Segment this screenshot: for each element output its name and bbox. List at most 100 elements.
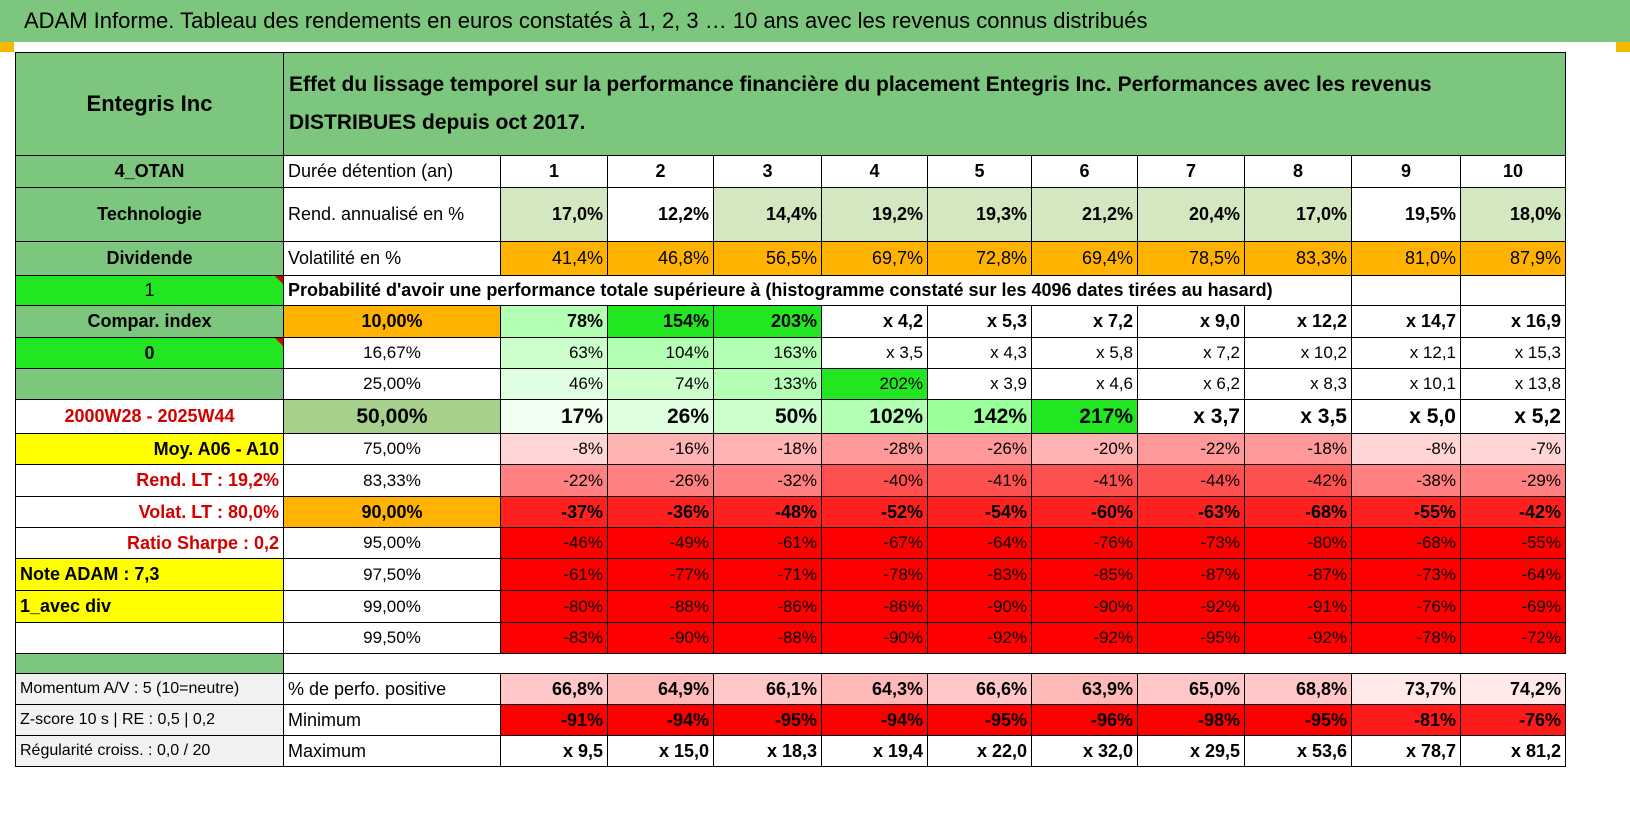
probability-threshold: 97,50% — [283, 558, 501, 591]
probability-cell: -69% — [1460, 590, 1566, 623]
probability-cell: -71% — [713, 558, 822, 591]
side-label — [15, 622, 284, 654]
stats-cell: x 78,7 — [1351, 735, 1461, 767]
probability-cell: -8% — [1351, 433, 1461, 465]
stats-cell: 66,6% — [927, 673, 1032, 705]
table-cell — [1460, 275, 1566, 306]
probability-row: Volat. LT : 80,0% 90,00% -37% -36% -48% -52% -… — [15, 496, 1566, 528]
duration-label: Durée détention (an) — [283, 155, 501, 188]
probability-cell: -73% — [1137, 527, 1245, 559]
performance-table: Entegris Inc Effet du lissage temporel su… — [15, 52, 1566, 767]
return-cell: 17,0% — [1244, 187, 1352, 242]
probability-cell: x 6,2 — [1137, 368, 1245, 400]
volatility-cell: 87,9% — [1460, 241, 1566, 276]
stats-cell: x 81,2 — [1460, 735, 1566, 767]
stats-cell: 63,9% — [1031, 673, 1138, 705]
volatility-cell: 69,4% — [1031, 241, 1138, 276]
probability-cell: -63% — [1137, 496, 1245, 528]
flag-cell: 1 — [15, 275, 284, 306]
probability-cell: x 3,5 — [1244, 399, 1352, 434]
stats-cell: x 19,4 — [821, 735, 928, 767]
stats-cell: 73,7% — [1351, 673, 1461, 705]
probability-cell: -90% — [607, 622, 714, 654]
probability-cell: -78% — [1351, 622, 1461, 654]
probability-cell: -26% — [607, 464, 714, 497]
probability-cell: -91% — [1244, 590, 1352, 623]
probability-cell: x 15,3 — [1460, 337, 1566, 369]
probability-cell: 203% — [713, 305, 822, 338]
probability-cell: -44% — [1137, 464, 1245, 497]
probability-cell: 102% — [821, 399, 928, 434]
probability-cell: -77% — [607, 558, 714, 591]
probability-cell: -90% — [821, 622, 928, 654]
probability-cell: -92% — [1137, 590, 1245, 623]
probability-cell: x 14,7 — [1351, 305, 1461, 338]
probability-cell: x 5,2 — [1460, 399, 1566, 434]
probability-cell: -72% — [1460, 622, 1566, 654]
stats-cell: -95% — [713, 704, 822, 736]
probability-cell: x 16,9 — [1460, 305, 1566, 338]
probability-cell: -22% — [1137, 433, 1245, 465]
probability-cell: -90% — [927, 590, 1032, 623]
side-label: Compar. index — [15, 305, 284, 338]
probability-cell: x 4,3 — [927, 337, 1032, 369]
probability-cell: -88% — [713, 622, 822, 654]
stats-cell: 64,3% — [821, 673, 928, 705]
probability-cell: -92% — [1031, 622, 1138, 654]
stats-cell: x 29,5 — [1137, 735, 1245, 767]
probability-row: Rend. LT : 19,2% 83,33% -22% -26% -32% -40% -4… — [15, 464, 1566, 497]
probability-cell: -7% — [1460, 433, 1566, 465]
probability-cell: -67% — [821, 527, 928, 559]
probability-cell: -42% — [1460, 496, 1566, 528]
stats-cell: 66,8% — [500, 673, 608, 705]
spacer-cell — [15, 653, 284, 674]
duration-cell: 6 — [1031, 155, 1138, 188]
stats-cell: x 32,0 — [1031, 735, 1138, 767]
probability-cell: 63% — [500, 337, 608, 369]
probability-cell: -85% — [1031, 558, 1138, 591]
probability-threshold: 10,00% — [283, 305, 501, 338]
header-description: Effet du lissage temporel sur la perform… — [283, 52, 1566, 156]
probability-cell: x 3,5 — [821, 337, 928, 369]
probability-cell: -92% — [1244, 622, 1352, 654]
probability-cell: x 4,2 — [821, 305, 928, 338]
stats-row: Momentum A/V : 5 (10=neutre)% de perfo. … — [15, 673, 1566, 705]
stats-row: Z-score 10 s | RE : 0,5 | 0,2 Minimum -91%… — [15, 704, 1566, 736]
probability-row: 25,00% 46% 74% 133% 202% x 3,9 x 4,6 x 6,2 x 8,3… — [15, 368, 1566, 400]
probability-cell: -20% — [1031, 433, 1138, 465]
probability-cell: -86% — [821, 590, 928, 623]
return-label: Rend. annualisé en % — [283, 187, 501, 242]
probability-cell: -8% — [500, 433, 608, 465]
probability-cell: 46% — [500, 368, 608, 400]
probability-threshold: 90,00% — [283, 496, 501, 528]
probability-cell: -76% — [1351, 590, 1461, 623]
probability-cell: x 5,3 — [927, 305, 1032, 338]
probability-cell: -86% — [713, 590, 822, 623]
probability-cell: 202% — [821, 368, 928, 400]
header-row: Entegris Inc Effet du lissage temporel su… — [15, 52, 1566, 156]
table-cell — [1351, 275, 1461, 306]
probability-cell: x 5,8 — [1031, 337, 1138, 369]
probability-cell: -87% — [1244, 558, 1352, 591]
probability-row: Note ADAM : 7,3 97,50% -61% -77% -71% -78% -83… — [15, 558, 1566, 591]
probability-cell: -76% — [1031, 527, 1138, 559]
stats-cell: 64,9% — [607, 673, 714, 705]
side-label: Ratio Sharpe : 0,2 — [15, 527, 284, 559]
probability-cell: -87% — [1137, 558, 1245, 591]
probability-row: 2000W28 - 2025W44 50,00% 17% 26% 50% 102% 142%… — [15, 399, 1566, 434]
stats-cell: -96% — [1031, 704, 1138, 736]
probability-cell: -41% — [1031, 464, 1138, 497]
spacer-row — [15, 653, 1566, 674]
probability-cell: -18% — [1244, 433, 1352, 465]
probability-cell: x 5,0 — [1351, 399, 1461, 434]
probability-cell: 17% — [500, 399, 608, 434]
probability-cell: -42% — [1244, 464, 1352, 497]
asset-name: Entegris Inc — [15, 52, 284, 156]
stats-cell: x 53,6 — [1244, 735, 1352, 767]
probability-header-row: 1 Probabilité d'avoir une performance tot… — [15, 275, 1566, 306]
duration-cell: 7 — [1137, 155, 1245, 188]
probability-cell: -88% — [607, 590, 714, 623]
probability-cell: x 10,2 — [1244, 337, 1352, 369]
probability-row: 99,50% -83% -90% -88% -90% -92% -92% -95% -92% -7… — [15, 622, 1566, 654]
probability-cell: -28% — [821, 433, 928, 465]
